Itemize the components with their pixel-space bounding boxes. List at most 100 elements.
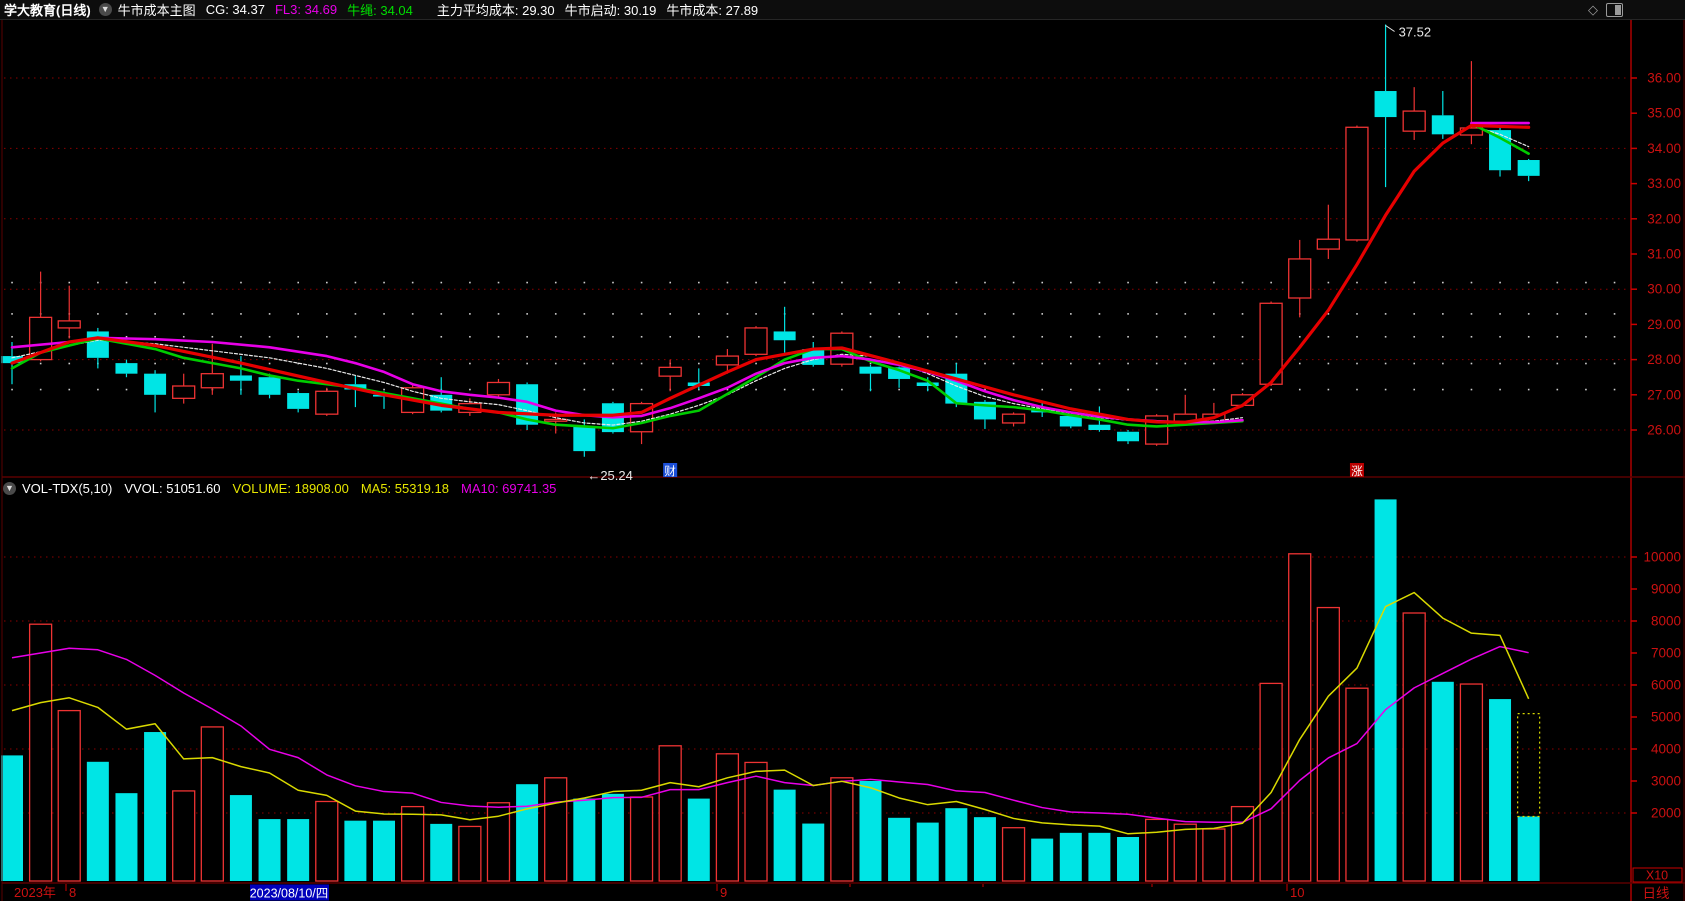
candle[interactable]	[1517, 160, 1540, 176]
volume-bar[interactable]	[1374, 499, 1397, 881]
volume-axis-label: 10000	[1643, 550, 1681, 565]
volume-bar[interactable]	[1288, 553, 1312, 882]
volume-bar[interactable]	[287, 819, 310, 881]
vol-volume: VOLUME: 18908.00	[232, 481, 349, 496]
volume-bar[interactable]	[715, 753, 740, 882]
diamond-icon[interactable]: ◇	[1588, 2, 1598, 17]
volume-bar[interactable]	[258, 819, 281, 881]
candle[interactable]	[715, 355, 740, 366]
candle[interactable]	[1402, 110, 1426, 132]
volume-dropdown-icon[interactable]: ▼	[3, 482, 16, 495]
volume-bar[interactable]	[658, 745, 682, 882]
volume-bar[interactable]	[601, 793, 624, 881]
volume-bar[interactable]	[229, 795, 252, 881]
candle[interactable]	[200, 373, 224, 389]
candle[interactable]	[1, 356, 23, 364]
cost-dot	[1270, 388, 1272, 391]
candle[interactable]	[144, 373, 167, 395]
cost-dot	[1499, 313, 1501, 315]
cost-dot	[1527, 388, 1530, 391]
volume-bar[interactable]	[1259, 682, 1283, 882]
candle[interactable]	[744, 327, 768, 355]
candle[interactable]	[115, 363, 138, 374]
candle[interactable]	[1431, 115, 1454, 135]
volume-bar[interactable]	[888, 817, 911, 881]
volume-bar[interactable]	[1517, 816, 1540, 881]
candle[interactable]	[658, 366, 682, 377]
vol-vvol: VVOL: 51051.60	[124, 481, 221, 496]
candle[interactable]	[287, 393, 310, 409]
volume-bar[interactable]	[573, 798, 596, 881]
volume-bar[interactable]	[200, 726, 224, 882]
candle[interactable]	[1117, 431, 1140, 442]
volume-bar[interactable]	[544, 777, 568, 882]
volume-bar[interactable]	[802, 823, 825, 881]
volume-bar[interactable]	[744, 761, 768, 882]
candle[interactable]	[773, 331, 796, 341]
split-pane-icon[interactable]	[1606, 2, 1623, 17]
candle[interactable]	[486, 381, 511, 396]
volume-bar[interactable]	[28, 623, 53, 882]
volume-bar[interactable]	[1431, 681, 1454, 881]
volume-bar[interactable]	[1459, 683, 1484, 882]
volume-bar[interactable]	[1088, 832, 1111, 881]
volume-bar[interactable]	[1173, 823, 1197, 882]
volume-bar[interactable]	[973, 817, 996, 881]
candle[interactable]	[315, 390, 339, 415]
candle[interactable]	[573, 426, 596, 452]
candle[interactable]	[1316, 238, 1340, 250]
volume-bar[interactable]	[830, 777, 854, 882]
volume-bar[interactable]	[1117, 837, 1140, 881]
candle[interactable]	[258, 377, 281, 395]
candle[interactable]	[859, 366, 882, 374]
volume-bar[interactable]	[57, 709, 81, 882]
volume-bar[interactable]	[458, 825, 482, 882]
candle[interactable]	[1059, 415, 1082, 427]
cost-dot	[1155, 313, 1158, 315]
volume-bar[interactable]	[1489, 699, 1512, 881]
volume-bar[interactable]	[486, 802, 511, 882]
volume-bar[interactable]	[344, 820, 367, 881]
candle[interactable]	[1001, 413, 1026, 424]
candle[interactable]	[544, 418, 568, 422]
cost-dot	[869, 281, 872, 284]
volume-bar[interactable]	[430, 823, 453, 881]
volume-bar[interactable]	[115, 793, 138, 881]
volume-bar[interactable]	[1001, 827, 1026, 882]
volume-bar[interactable]	[516, 784, 539, 881]
candle[interactable]	[1288, 258, 1312, 299]
candle[interactable]	[229, 375, 252, 381]
volume-bar[interactable]	[1059, 832, 1082, 881]
volume-bar[interactable]	[945, 808, 968, 881]
volume-bar[interactable]	[1316, 606, 1340, 882]
volume-bar[interactable]	[1345, 687, 1369, 882]
candle[interactable]	[1489, 130, 1512, 171]
volume-bar[interactable]	[315, 800, 339, 882]
candle[interactable]	[888, 367, 911, 379]
volume-bar[interactable]	[373, 820, 396, 881]
volume-bar[interactable]	[773, 789, 796, 881]
volume-bar[interactable]	[86, 761, 109, 881]
volume-bar[interactable]	[859, 781, 882, 881]
volume-bar[interactable]	[1031, 838, 1054, 881]
volume-bar[interactable]	[687, 798, 710, 881]
candle[interactable]	[1345, 126, 1369, 241]
volume-bar[interactable]	[1, 755, 23, 881]
candle[interactable]	[86, 331, 109, 358]
volume-bar[interactable]	[1144, 818, 1169, 882]
volume-bar[interactable]	[916, 822, 939, 881]
candle[interactable]	[916, 382, 939, 386]
candle[interactable]	[172, 385, 196, 399]
indicator-dropdown-icon[interactable]: ▼	[98, 3, 112, 16]
volume-bar[interactable]	[144, 732, 167, 881]
candle[interactable]	[1088, 424, 1111, 430]
candle[interactable]	[1374, 91, 1397, 118]
volume-bar[interactable]	[172, 790, 196, 882]
volume-bar[interactable]	[1230, 805, 1255, 882]
volume-bar[interactable]	[1202, 828, 1226, 882]
volume-bar[interactable]	[629, 796, 654, 882]
volume-bar[interactable]	[1402, 612, 1426, 882]
candle[interactable]	[57, 320, 81, 329]
volume-bar[interactable]	[400, 805, 425, 882]
